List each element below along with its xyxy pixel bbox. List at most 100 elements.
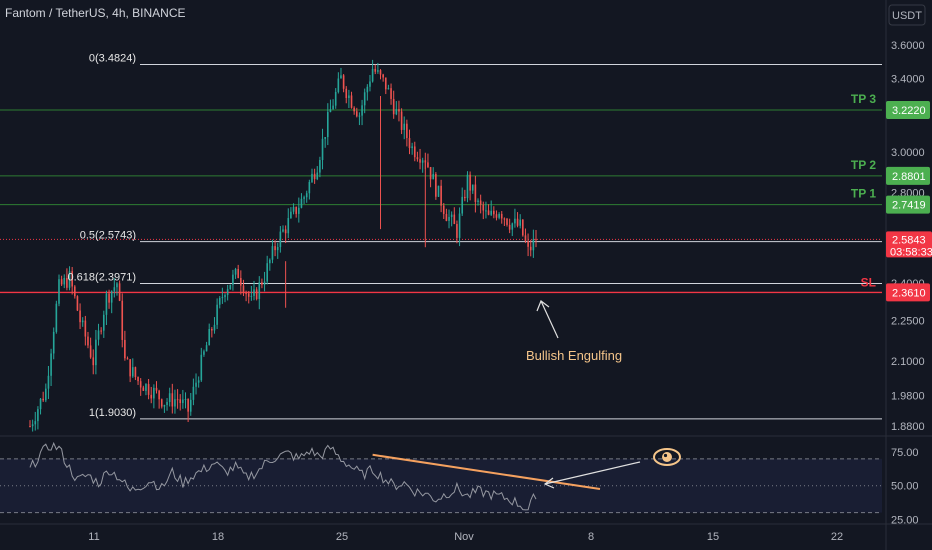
- target-price-tag: [886, 101, 930, 120]
- candle-body: [297, 207, 300, 214]
- candle-body: [371, 68, 374, 82]
- candle-body: [487, 210, 490, 215]
- candle-body: [395, 109, 398, 115]
- candle-body: [87, 336, 89, 346]
- candle-body: [290, 211, 292, 219]
- y-tick-label: 1.9800: [891, 391, 925, 403]
- candle-body: [203, 351, 205, 355]
- candle-body: [303, 197, 305, 199]
- candle-body: [34, 421, 37, 425]
- target-label: TP 2: [851, 158, 876, 172]
- x-tick-label: 8: [588, 531, 594, 543]
- candle-body: [353, 107, 355, 112]
- candle-body: [142, 387, 145, 391]
- candle-body: [466, 174, 469, 199]
- candle-body: [424, 160, 427, 163]
- target-price-tag: [886, 195, 930, 214]
- candle-body: [321, 138, 324, 160]
- candle-body: [308, 182, 311, 194]
- candle-body: [84, 320, 87, 337]
- candle-body: [506, 218, 508, 225]
- candle-body: [516, 218, 519, 226]
- candle-body: [229, 284, 232, 290]
- candle-body: [216, 304, 218, 325]
- candle-body: [369, 81, 371, 87]
- candle-body: [532, 239, 535, 251]
- candle-body: [287, 218, 290, 234]
- candle-body: [495, 214, 498, 218]
- candle-body: [116, 283, 118, 288]
- candle-body: [97, 330, 100, 340]
- candle-body: [456, 223, 458, 238]
- candle-body: [511, 223, 514, 230]
- x-tick-label: 11: [88, 531, 99, 543]
- candle-body: [332, 105, 334, 110]
- target-label: TP 1: [851, 187, 876, 201]
- candle-body: [66, 278, 68, 288]
- candle-body: [493, 210, 495, 215]
- currency-badge: USDT: [892, 10, 922, 22]
- fib-level-label: 1(1.9030): [89, 407, 136, 419]
- current-price-tag: [886, 231, 932, 258]
- candle-body: [311, 173, 313, 183]
- x-tick-label: 18: [212, 531, 224, 543]
- candle-body: [400, 111, 403, 130]
- candle-body: [200, 354, 203, 381]
- candles-layer: [29, 59, 537, 432]
- candle-body: [374, 68, 377, 72]
- rsi-y-tick-label: 50.00: [891, 481, 919, 493]
- candle-body: [232, 274, 234, 285]
- candle-body: [147, 384, 150, 395]
- candle-body: [184, 399, 187, 401]
- candle-body: [406, 123, 408, 139]
- candle-body: [242, 285, 245, 294]
- y-tick-label: 3.0000: [891, 147, 925, 159]
- candle-body: [524, 235, 527, 242]
- candle-body: [145, 384, 147, 391]
- x-tick-label: 22: [831, 531, 843, 543]
- target-label: TP 3: [851, 92, 876, 106]
- candle-body: [485, 210, 487, 212]
- y-tick-label: 3.6000: [891, 40, 925, 52]
- candle-body: [250, 295, 253, 297]
- candle-body: [58, 279, 60, 304]
- candle-body: [274, 246, 276, 251]
- candle-body: [421, 160, 424, 163]
- rsi-y-tick-label: 25.00: [891, 514, 919, 526]
- candle-body: [192, 386, 195, 400]
- candle-body: [382, 74, 384, 78]
- candle-body: [350, 95, 353, 108]
- candle-body: [153, 387, 155, 399]
- x-tick-label: Nov: [454, 531, 474, 543]
- candle-body: [348, 95, 350, 98]
- candle-body: [527, 241, 529, 247]
- candle-body: [158, 390, 160, 400]
- candle-body: [110, 291, 113, 303]
- candle-body: [187, 399, 189, 412]
- countdown-text: 03:58:33: [890, 246, 932, 258]
- candle-body: [490, 210, 493, 215]
- y-tick-label: 1.8800: [891, 421, 925, 433]
- eye-arrow: [544, 461, 641, 485]
- y-tick-label: 2.1000: [891, 356, 925, 368]
- currency-badge-box[interactable]: [888, 4, 926, 26]
- candle-body: [345, 88, 348, 98]
- candle-body: [121, 300, 124, 340]
- candle-body: [461, 196, 464, 214]
- candle-body: [384, 77, 387, 90]
- candle-body: [118, 283, 121, 301]
- candle-body: [269, 259, 271, 264]
- candle-body: [73, 286, 76, 297]
- candle-body: [411, 146, 413, 149]
- chart-title: Fantom / TetherUS, 4h, BINANCE: [5, 6, 186, 20]
- candle-body: [471, 184, 474, 191]
- y-tick-label: 3.4000: [891, 74, 925, 86]
- candle-body: [253, 289, 255, 296]
- candle-body: [89, 345, 92, 358]
- candle-body: [195, 382, 197, 387]
- candle-body: [137, 377, 139, 382]
- candle-body: [377, 70, 379, 72]
- candle-body: [79, 310, 81, 323]
